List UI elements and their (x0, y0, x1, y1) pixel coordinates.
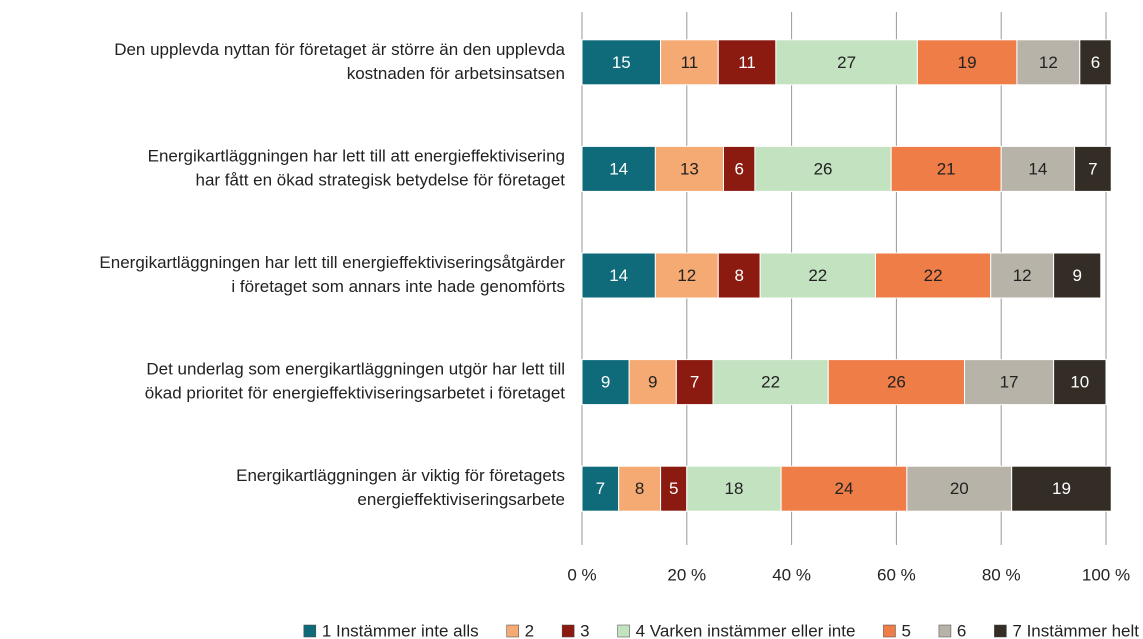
legend-label: 2 (525, 621, 534, 639)
bar-segment (581, 39, 662, 86)
legend-label: 4 Varken instämmer eller inte (636, 621, 856, 639)
data-label: 7 (690, 373, 699, 392)
bar-segment (581, 465, 620, 512)
data-label: 18 (724, 479, 743, 498)
data-label: 14 (609, 266, 628, 285)
data-label: 19 (1052, 479, 1071, 498)
x-tick-label: 80 % (982, 565, 1021, 584)
x-tick-label: 20 % (667, 565, 706, 584)
data-label: 22 (808, 266, 827, 285)
data-label: 6 (1091, 53, 1100, 72)
bar-segment (759, 252, 876, 299)
data-label: 7 (1088, 159, 1097, 178)
data-label: 14 (609, 159, 628, 178)
bar-segment (660, 465, 688, 512)
legend-swatch (561, 624, 575, 638)
category-label: har fått en ökad strategisk betydelse fö… (196, 170, 566, 189)
bar-segment (754, 145, 892, 192)
data-label: 11 (738, 53, 756, 72)
category-label: Det underlag som energikartläggningen ut… (146, 360, 565, 379)
bar-segment (675, 359, 714, 406)
bar-segment (686, 465, 782, 512)
data-label: 20 (950, 479, 969, 498)
category-label: kostnaden för arbetsinsatsen (347, 64, 565, 83)
data-label: 9 (1072, 266, 1081, 285)
bar-segment (1053, 252, 1102, 299)
data-label: 14 (1028, 159, 1047, 178)
data-label: 26 (814, 159, 833, 178)
data-label: 11 (681, 53, 699, 72)
bar-segment (1079, 39, 1112, 86)
data-label: 7 (596, 479, 605, 498)
data-label: 9 (648, 373, 657, 392)
data-label: 24 (835, 479, 854, 498)
x-tick-label: 100 % (1082, 565, 1130, 584)
legend-label: 3 (580, 621, 589, 639)
legend-label: 1 Instämmer inte alls (322, 621, 479, 639)
bar-segment (628, 359, 677, 406)
bar-segment (722, 145, 756, 192)
data-label: 12 (677, 266, 696, 285)
category-label: ökad prioritet för energieffektivisering… (145, 384, 565, 403)
x-tick-label: 60 % (877, 565, 916, 584)
data-label: 8 (734, 266, 743, 285)
data-label: 12 (1013, 266, 1032, 285)
data-label: 15 (612, 53, 631, 72)
category-label: Energikartläggningen har lett till att e… (148, 146, 565, 165)
bar-segment (1074, 145, 1112, 192)
data-label: 22 (761, 373, 780, 392)
legend-label: 6 (957, 621, 966, 639)
data-label: 9 (601, 373, 610, 392)
bar-segment (827, 359, 966, 406)
bar-segment (618, 465, 662, 512)
legend-swatch (994, 624, 1007, 638)
data-label: 8 (635, 479, 644, 498)
bar-segment (916, 39, 1018, 86)
legend-swatch (617, 624, 630, 638)
x-tick-label: 0 % (567, 565, 596, 584)
bar-segment (1053, 359, 1107, 406)
bar-segment (1011, 465, 1112, 512)
data-label: 6 (734, 159, 743, 178)
data-label: 10 (1070, 373, 1089, 392)
data-label: 27 (837, 53, 856, 72)
bar-segment (890, 145, 1002, 192)
legend-label: 5 (901, 621, 910, 639)
bar-segment (964, 359, 1055, 406)
legend-label: 7 Instämmer helt (1012, 621, 1139, 639)
bar-segment (780, 465, 908, 512)
data-label: 13 (680, 159, 699, 178)
data-label: 17 (1000, 373, 1019, 392)
bar-segment (581, 145, 656, 192)
legend-swatch (883, 624, 896, 638)
category-label: Den upplevda nyttan för företaget är stö… (114, 40, 565, 59)
data-label: 26 (887, 373, 906, 392)
data-label: 21 (937, 159, 956, 178)
category-label: i företaget som annars inte hade genomfö… (231, 277, 565, 296)
bar-segment (775, 39, 918, 86)
legend-swatch (506, 624, 519, 638)
category-label: energieffektiviseringsarbete (357, 490, 565, 509)
data-label: 22 (924, 266, 943, 285)
x-tick-label: 40 % (772, 565, 811, 584)
category-label: Energikartläggningen har lett till energ… (99, 253, 565, 272)
legend-swatch (303, 624, 317, 638)
bar-segment (654, 145, 724, 192)
bar-segment (1000, 145, 1076, 192)
bar-segment (717, 252, 761, 299)
category-label: Energikartläggningen är viktig för föret… (236, 466, 565, 485)
legend-swatch (938, 624, 952, 638)
bar-segment (1016, 39, 1081, 86)
data-label: 12 (1039, 53, 1058, 72)
data-label: 19 (958, 53, 977, 72)
data-label: 5 (669, 479, 678, 498)
